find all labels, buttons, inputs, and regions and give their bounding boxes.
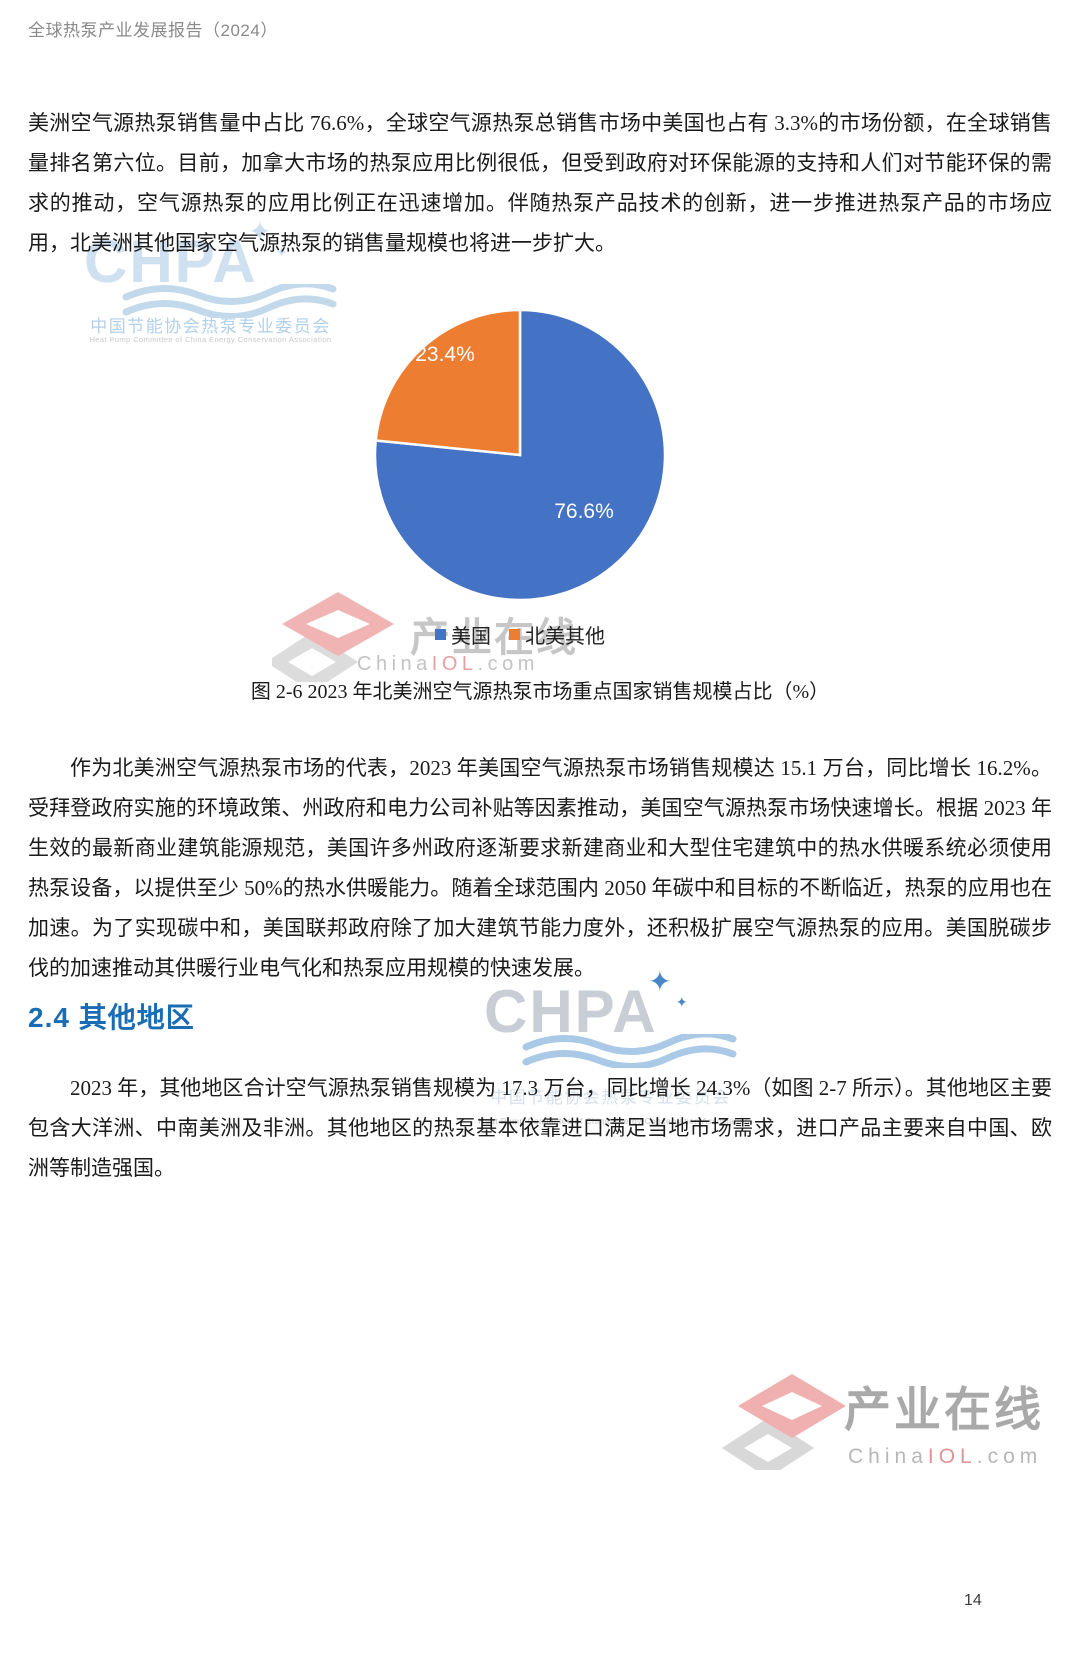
wave-icon bbox=[522, 1034, 737, 1068]
page-header: 全球热泵产业发展报告（2024） bbox=[28, 21, 278, 40]
url-part: .com bbox=[976, 1445, 1043, 1468]
chpa-logo: CHPA ✦ ✦ bbox=[484, 968, 688, 1045]
url-part: China bbox=[848, 1445, 928, 1468]
legend-item: 美国 bbox=[435, 620, 491, 649]
pie-chart: 76.6% 23.4% bbox=[372, 307, 668, 603]
legend-label: 美国 bbox=[451, 626, 491, 648]
legend-item: 北美其他 bbox=[509, 620, 605, 649]
chpa-cn-name: 中国节能协会热泵专业委员会 bbox=[90, 317, 331, 336]
chinaiol-watermark: 产业在线 ChinaIOL.com bbox=[722, 1358, 1080, 1473]
chinaiol-url: ChinaIOL.com bbox=[357, 654, 539, 674]
paragraph: 作为北美洲空气源热泵市场的代表，2023 年美国空气源热泵市场销售规模达 15.… bbox=[28, 756, 1052, 980]
url-part: China bbox=[357, 653, 432, 675]
chart-legend: 美国 北美其他 bbox=[372, 620, 668, 649]
star-icon: ✦ bbox=[675, 995, 688, 1011]
chinaiol-cn-name: 产业在线 bbox=[844, 1383, 1044, 1436]
chinaiol-logo-icon bbox=[722, 1374, 846, 1470]
legend-swatch-icon bbox=[509, 629, 520, 640]
pie-data-label: 76.6% bbox=[554, 500, 614, 523]
page-number: 14 bbox=[964, 1592, 982, 1609]
chpa-en-name: Heat Pump Committee of China Energy Cons… bbox=[89, 335, 332, 344]
chinaiol-url: ChinaIOL.com bbox=[848, 1446, 1042, 1467]
pie-chart-svg bbox=[373, 308, 667, 602]
paragraph: 2023 年，其他地区合计空气源热泵销售规模为 17.3 万台，同比增长 24.… bbox=[28, 1076, 1052, 1180]
pie-data-label: 23.4% bbox=[415, 343, 475, 366]
wave-icon bbox=[122, 284, 337, 318]
url-part: .com bbox=[477, 653, 539, 675]
section-heading: 2.4 其他地区 bbox=[28, 1002, 195, 1033]
legend-swatch-icon bbox=[435, 629, 446, 640]
legend-label: 北美其他 bbox=[525, 626, 605, 648]
url-part: IOL bbox=[431, 653, 478, 675]
url-part: IOL bbox=[927, 1445, 977, 1468]
figure-caption: 图 2-6 2023 年北美洲空气源热泵市场重点国家销售规模占比（%） bbox=[250, 681, 830, 703]
chpa-logo-text: CHPA bbox=[484, 978, 658, 1045]
paragraph: 美洲空气源热泵销售量中占比 76.6%，全球空气源热泵总销售市场中美国也占有 3… bbox=[28, 111, 1052, 255]
